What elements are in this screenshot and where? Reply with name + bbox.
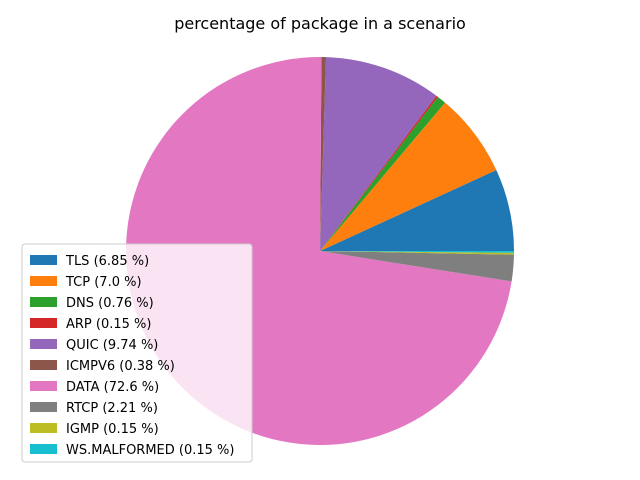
legend-swatch — [30, 318, 57, 328]
legend-swatch — [30, 444, 57, 454]
legend-label: DNS (0.76 %) — [66, 296, 154, 311]
legend-label: QUIC (9.74 %) — [66, 338, 158, 353]
legend-swatch — [30, 402, 57, 412]
pie-slice-dns — [320, 96, 446, 251]
pie-slice-tcp — [320, 102, 497, 252]
legend-label: ICMPV6 (0.38 %) — [66, 359, 175, 374]
legend-label: TLS (6.85 %) — [65, 254, 149, 269]
legend-swatch — [30, 255, 57, 265]
legend-label: WS.MALFORMED (0.15 %) — [66, 443, 234, 458]
pie-slice-igmp — [320, 251, 514, 255]
pie-slice-quic — [320, 57, 437, 252]
pie-slice-icmpv6 — [320, 57, 327, 252]
pie-slice-arp — [320, 95, 438, 251]
legend-swatch — [30, 381, 57, 391]
pie-slice-tls — [320, 170, 514, 251]
legend-swatch — [30, 360, 57, 370]
legend-swatch — [30, 297, 57, 307]
legend-label: IGMP (0.15 %) — [66, 422, 159, 437]
chart-title: percentage of package in a scenario — [174, 14, 466, 33]
legend-box — [21, 243, 253, 463]
legend-label: RTCP (2.21 %) — [66, 401, 158, 416]
legend-swatch — [30, 339, 57, 349]
pie-slice-ws-malformed — [320, 251, 514, 253]
legend-label: TCP (7.0 %) — [65, 275, 142, 290]
legend-swatch — [30, 276, 57, 286]
legend-swatch — [30, 423, 57, 433]
legend-label: DATA (72.6 %) — [66, 380, 159, 395]
legend-label: ARP (0.15 %) — [66, 317, 151, 332]
pie-slice-rtcp — [320, 251, 514, 282]
legend: TLS (6.85 %) TCP (7.0 %) DNS (0.76 %) ARP (… — [21, 243, 253, 463]
